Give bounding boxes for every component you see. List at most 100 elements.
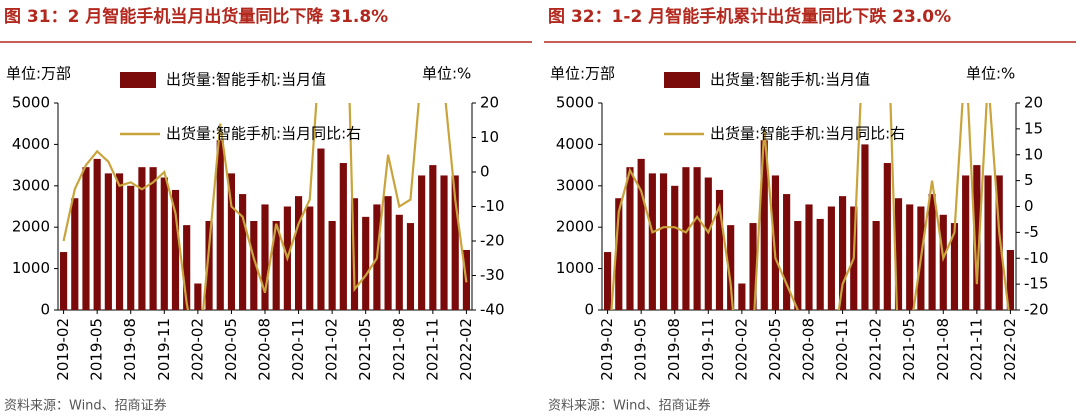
y2-tick-label: -15: [1024, 275, 1049, 293]
y-tick-label: 2000: [556, 218, 594, 236]
y2-tick-label: -5: [1024, 223, 1039, 241]
bar: [82, 167, 90, 310]
bar: [194, 283, 202, 310]
y-tick-label: 5000: [556, 94, 594, 112]
legend-label: 出货量:智能手机:当月同比:右: [710, 125, 905, 143]
bar: [183, 225, 191, 310]
y-tick-label: 1000: [556, 259, 594, 277]
bar: [429, 165, 437, 310]
chart-title: 图 31：2 月智能手机当月出货量同比下降 31.8%: [4, 6, 388, 27]
y-unit: 单位:万部: [6, 65, 71, 83]
chart: 图 32：1-2 月智能手机累计出货量同比下跌 23.0% 单位:万部 单位:% 0 1…: [544, 6, 1076, 414]
bar: [984, 175, 992, 310]
bar: [328, 220, 336, 310]
bar: [995, 175, 1003, 310]
bar: [693, 167, 701, 310]
y2-tick-label: -20: [1024, 301, 1049, 319]
bar: [60, 252, 68, 310]
bar: [894, 198, 903, 310]
bar: [838, 196, 847, 310]
y2-tick-label: 15: [1024, 119, 1043, 137]
x-tick-label: 2019-11: [699, 318, 717, 381]
y-tick-label: 5000: [12, 94, 50, 112]
y-tick-label: 3000: [556, 176, 594, 194]
bar: [250, 220, 258, 310]
line: [610, 103, 1010, 310]
y2-tick-label: 10: [480, 128, 499, 146]
bar: [317, 148, 325, 310]
bar: [127, 185, 135, 310]
bar: [418, 175, 426, 310]
x-tick-label: 2019-11: [155, 318, 173, 381]
bar: [928, 194, 936, 310]
bar: [138, 167, 146, 310]
bar: [261, 204, 269, 310]
bar: [962, 175, 970, 310]
chart: 图 31：2 月智能手机当月出货量同比下降 31.8%单位:万部 单位:%0100…: [0, 6, 532, 414]
bar: [149, 167, 157, 310]
y2-tick-label: -10: [480, 197, 505, 215]
bar: [805, 204, 813, 310]
x-tick-label: 2021-02: [867, 318, 885, 381]
x-tick-label: 2019-05: [88, 318, 106, 381]
x-tick-label: 2020-08: [256, 318, 274, 381]
y2-tick-label: 5: [1024, 171, 1034, 189]
legend-label: 出货量:智能手机:当月值: [166, 71, 326, 89]
x-tick-label: 2022-02: [1001, 318, 1019, 381]
line: [62, 103, 468, 310]
y-tick-label: 0: [40, 301, 50, 319]
bar: [659, 173, 668, 310]
bar: [160, 177, 168, 310]
y-tick-label: 3000: [12, 176, 50, 194]
bar: [794, 220, 802, 310]
bar: [171, 189, 180, 310]
x-tick-label: 2022-02: [457, 318, 475, 381]
source: 资料来源：Wind、招商证券: [548, 398, 711, 414]
y2-unit: 单位:%: [422, 65, 471, 83]
bar: [648, 173, 656, 310]
bar: [615, 198, 623, 310]
bar: [749, 223, 757, 310]
y-tick-label: 4000: [556, 135, 594, 153]
bar: [626, 167, 634, 310]
x-tick-label: 2021-11: [967, 318, 985, 381]
bar: [216, 140, 224, 310]
bar: [783, 194, 791, 310]
x-tick-label: 2020-11: [833, 318, 851, 381]
bar: [1006, 249, 1014, 310]
x-tick-label: 2019-02: [54, 318, 72, 381]
bar: [239, 194, 247, 310]
x-tick-label: 2021-08: [390, 318, 408, 381]
y-tick-label: 1000: [12, 259, 50, 277]
x-tick-label: 2020-11: [289, 318, 307, 381]
x-tick-label: 2021-08: [934, 318, 952, 381]
bar: [384, 196, 392, 310]
y2-tick-label: 0: [480, 163, 490, 181]
x-tick-label: 2020-08: [800, 318, 818, 381]
y2-tick-label: -30: [480, 266, 505, 284]
y2-tick-label: -20: [480, 232, 505, 250]
bar: [637, 158, 645, 310]
bar: [883, 163, 891, 310]
bar: [205, 220, 213, 310]
bar: [727, 225, 735, 310]
source: 资料来源：Wind、招商证券: [4, 398, 167, 414]
y2-tick-label: 20: [1024, 94, 1043, 112]
bar: [604, 252, 612, 310]
y-tick-label: 4000: [12, 135, 50, 153]
x-tick-label: 2019-08: [121, 318, 139, 381]
bar: [227, 173, 236, 310]
x-tick-label: 2020-05: [222, 318, 240, 381]
bar: [715, 189, 724, 310]
bar: [395, 214, 403, 310]
x-tick-label: 2019-05: [632, 318, 650, 381]
x-tick-label: 2021-02: [323, 318, 341, 381]
bar: [339, 163, 347, 310]
x-tick-label: 2020-02: [188, 318, 206, 381]
y2-unit: 单位:%: [966, 65, 1015, 83]
bar: [306, 206, 314, 310]
bar: [115, 173, 124, 310]
y2-tick-label: 20: [480, 94, 499, 112]
y2-tick-label: -40: [480, 301, 505, 319]
chart-title: 图 32：1-2 月智能手机累计出货量同比下跌 23.0%: [548, 6, 951, 27]
